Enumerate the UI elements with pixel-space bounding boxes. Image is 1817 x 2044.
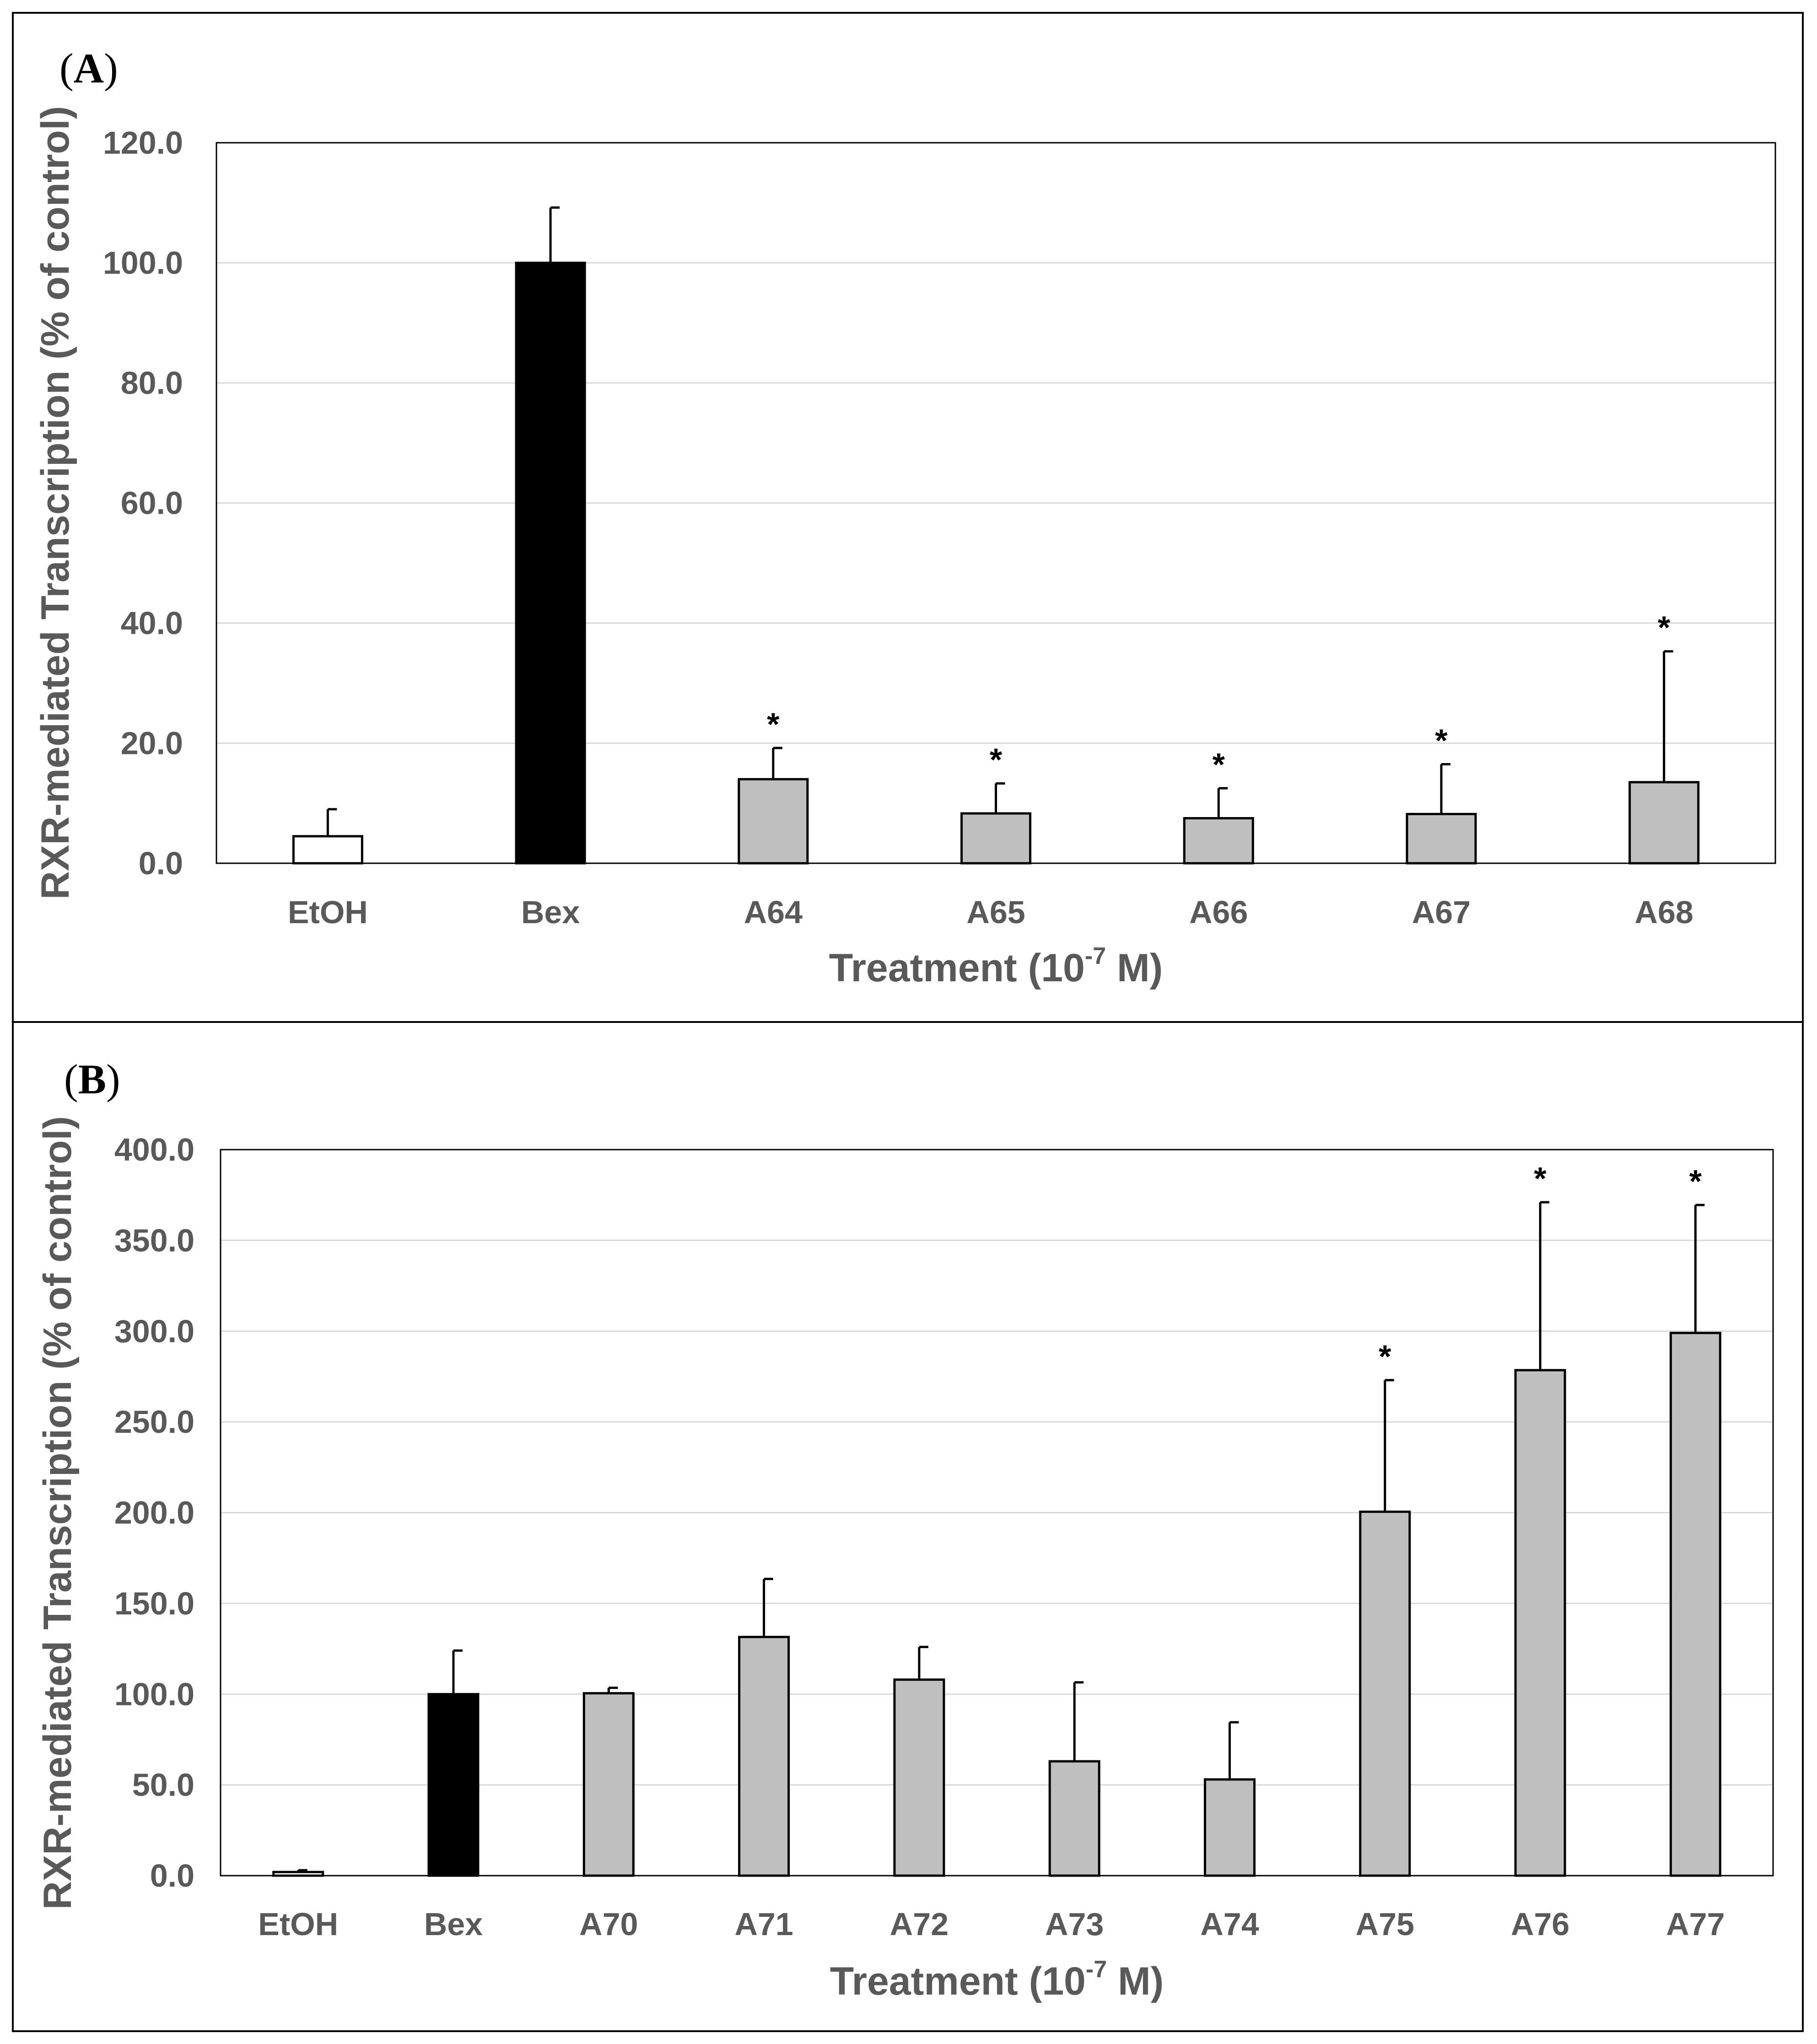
c1-significance-A75: * [1379, 1339, 1391, 1374]
chart-panel-b: 0.0 50.0 100.0 150.0 200.0 250.0 300.0 350.0 400… [36, 1116, 1774, 2003]
c0-y-tick-label: 80.0 [121, 365, 183, 401]
panel-a-label: (A) [59, 45, 118, 91]
c1-x-tick-label: A71 [734, 1906, 793, 1942]
c0-x-tick-label: A66 [1189, 894, 1248, 930]
panel-b-label: (B) [64, 1056, 120, 1103]
c0-x-axis-label: Treatment (10-7 M) [829, 943, 1163, 990]
c0-y-tick-label: 0.0 [139, 845, 183, 881]
c1-y-tick-label: 200.0 [114, 1495, 194, 1531]
c1-x-axis-label-main: Treatment (10 [830, 1959, 1086, 2003]
c0-significance-A66: * [1213, 747, 1225, 782]
c1-x-axis-label-exponent: -7 [1086, 1956, 1107, 1983]
c0-x-tick-label: Bex [521, 894, 580, 930]
c0-y-tick-label: 100.0 [103, 245, 183, 281]
c0-significance-A64: * [767, 706, 780, 742]
panel-b-letter: B [78, 1056, 106, 1103]
panel-a-frame [12, 12, 1804, 1023]
c1-x-tick-label: A77 [1666, 1906, 1725, 1942]
c0-x-axis-label-main: Treatment (10 [829, 946, 1085, 990]
c1-y-tick-label: 100.0 [114, 1676, 194, 1712]
c0-x-tick-label: A67 [1412, 894, 1471, 930]
c1-x-tick-label: A73 [1045, 1906, 1104, 1942]
c0-y-tick-label: 60.0 [121, 485, 183, 521]
c1-y-tick-label: 250.0 [114, 1404, 194, 1440]
c0-y-tick-label: 40.0 [121, 605, 183, 641]
c0-significance-A67: * [1435, 722, 1448, 758]
c1-bar-EtOH [272, 1871, 324, 1877]
c0-x-axis-label-unit: M) [1106, 946, 1163, 990]
c0-significance-A65: * [990, 742, 1003, 777]
c1-y-axis-label: RXR-mediated Transcription (% of control… [36, 1116, 80, 1910]
c1-x-tick-label: A72 [890, 1906, 949, 1942]
c0-bar-A66 [1183, 817, 1254, 865]
c1-bar-A76 [1514, 1369, 1566, 1877]
c0-y-axis-label: RXR-mediated Transcription (% of control… [33, 106, 77, 899]
c1-significance-A76: * [1534, 1161, 1547, 1196]
c1-y-tick-label: 350.0 [114, 1222, 194, 1258]
c1-bar-A77 [1669, 1332, 1721, 1877]
c0-x-tick-label: A64 [744, 894, 803, 930]
c1-y-tick-label: 300.0 [114, 1313, 194, 1349]
c1-bar-A70 [582, 1692, 635, 1877]
c0-x-tick-label: A65 [966, 894, 1025, 930]
c1-y-tick-label: 0.0 [150, 1858, 194, 1893]
c1-x-tick-label: EtOH [258, 1906, 338, 1942]
c1-significance-A77: * [1689, 1163, 1702, 1199]
c1-x-axis-label-unit: M) [1107, 1959, 1164, 2003]
c0-x-axis-label-exponent: -7 [1085, 943, 1106, 969]
c0-bar-A64 [738, 778, 809, 865]
c0-x-tick-label: EtOH [288, 894, 368, 930]
c1-y-tick-label: 50.0 [132, 1767, 194, 1803]
c0-bar-EtOH [292, 835, 363, 865]
panel-a-letter: A [74, 45, 104, 91]
c1-x-tick-label: Bex [424, 1906, 483, 1942]
c1-bar-A74 [1203, 1778, 1256, 1877]
c1-x-axis-label: Treatment (10-7 M) [830, 1956, 1164, 2003]
c1-plot-area [220, 1149, 1774, 1877]
c0-bar-A65 [960, 812, 1031, 865]
c0-bar-Bex [515, 262, 586, 865]
c0-x-tick-label: A68 [1634, 894, 1693, 930]
c0-y-tick-label: 20.0 [121, 726, 183, 761]
c1-x-tick-label: A70 [579, 1906, 638, 1942]
c0-significance-A68: * [1658, 610, 1671, 645]
c1-x-tick-label: A76 [1511, 1906, 1569, 1942]
c0-bar-A68 [1628, 781, 1700, 865]
c1-y-tick-label: 150.0 [114, 1586, 194, 1621]
c1-bar-Bex [427, 1693, 480, 1877]
c1-y-tick-label: 400.0 [114, 1132, 194, 1167]
c1-bar-A75 [1359, 1511, 1411, 1877]
c0-y-tick-label: 120.0 [103, 125, 183, 161]
c1-bar-A71 [738, 1635, 790, 1877]
c1-bar-A72 [893, 1678, 945, 1877]
c1-x-tick-label: A75 [1356, 1906, 1414, 1942]
c1-x-tick-label: A74 [1200, 1906, 1259, 1942]
chart-panel-a: 0.0 20.0 40.0 60.0 80.0 100.0 120.0 EtOH Bex * A64… [33, 106, 1776, 990]
c1-bar-A73 [1048, 1760, 1100, 1877]
c0-bar-A67 [1406, 812, 1477, 865]
